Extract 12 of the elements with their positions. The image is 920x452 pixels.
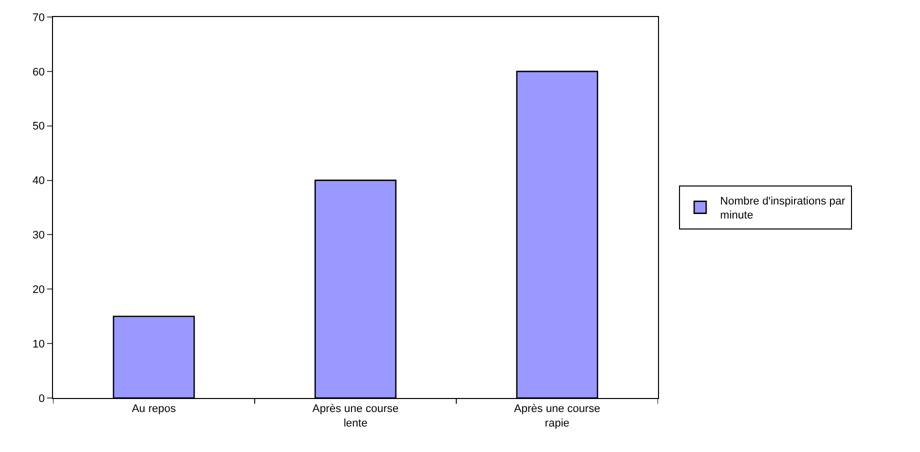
y-tick-label: 50 (32, 120, 45, 133)
y-tick-label: 10 (32, 338, 45, 350)
y-tick-label: 20 (32, 284, 45, 296)
x-tick-label: Après une course lente (312, 403, 399, 430)
legend-label: Nombre d'inspirations par minute (720, 195, 846, 222)
y-tick-label: 60 (32, 66, 45, 78)
x-tick-label: Au repos (132, 403, 176, 416)
x-tick-label: Après une course rapie (514, 403, 600, 430)
y-tick-label: 40 (32, 175, 45, 188)
y-tick-label: 30 (32, 230, 45, 242)
y-tick-label: 70 (32, 12, 45, 24)
y-tick-label: 0 (38, 392, 45, 405)
